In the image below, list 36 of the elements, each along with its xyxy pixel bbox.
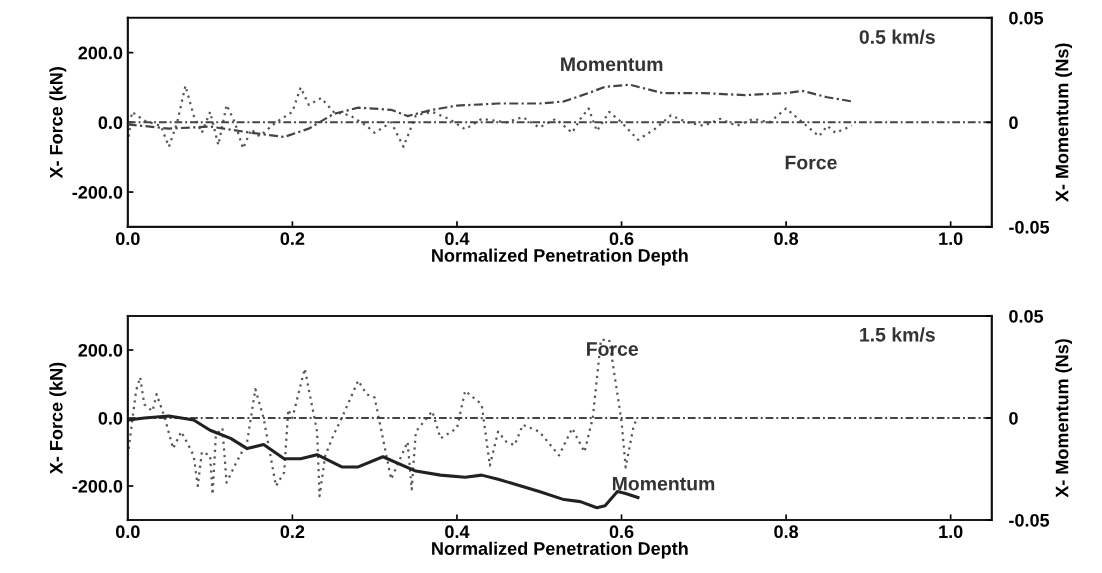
y-tick-label: 200.0 [78,343,123,357]
x-tick-label: 0.8 [774,525,799,539]
y-axis-title: X- Force (kN) [49,362,67,475]
x-tick-label: 0.0 [116,232,140,246]
x-tick-label: 1.0 [939,525,963,539]
annotation: Momentum [612,476,715,491]
y2-tick-label: 0 [1009,116,1018,130]
y2-tick-label: -0.05 [1009,513,1050,527]
x-axis-title: Normalized Penetration Depth [432,248,688,266]
annotation: 1.5 km/s [860,327,935,342]
y-tick-label: 0.0 [98,411,123,425]
x-tick-label: 0.0 [116,525,140,539]
y-axis-title: X- Force (kN) [49,67,67,179]
y2-axis-title: X- Momentum (Ns) [1055,43,1072,202]
x-tick-label: 0.4 [445,232,470,246]
y2-tick-label: 0.05 [1009,11,1044,25]
y-tick-label: 200.0 [78,46,123,60]
x-tick-label: 0.6 [609,232,634,246]
x-tick-label: 0.6 [609,525,634,539]
y-tick-label: -200.0 [72,185,123,199]
annotation: Momentum [561,57,663,72]
y2-tick-label: -0.05 [1009,220,1050,234]
annotation: 0.5 km/s [859,29,935,45]
x-tick-label: 0.4 [445,525,470,539]
y2-tick-label: 0.05 [1009,309,1044,323]
x-tick-label: 1.0 [939,232,963,246]
annotation: Force [587,342,639,356]
x-tick-label: 0.8 [774,232,799,246]
x-axis-title: Normalized Penetration Depth [432,541,688,559]
x-tick-label: 0.2 [280,525,305,539]
y2-tick-label: 0 [1009,411,1018,425]
y-tick-label: 0.0 [98,116,123,130]
x-tick-label: 0.2 [280,232,305,246]
annotation: Force [785,155,837,170]
y-tick-label: -200.0 [72,479,123,493]
y2-axis-title: X- Momentum (Ns) [1055,339,1072,498]
